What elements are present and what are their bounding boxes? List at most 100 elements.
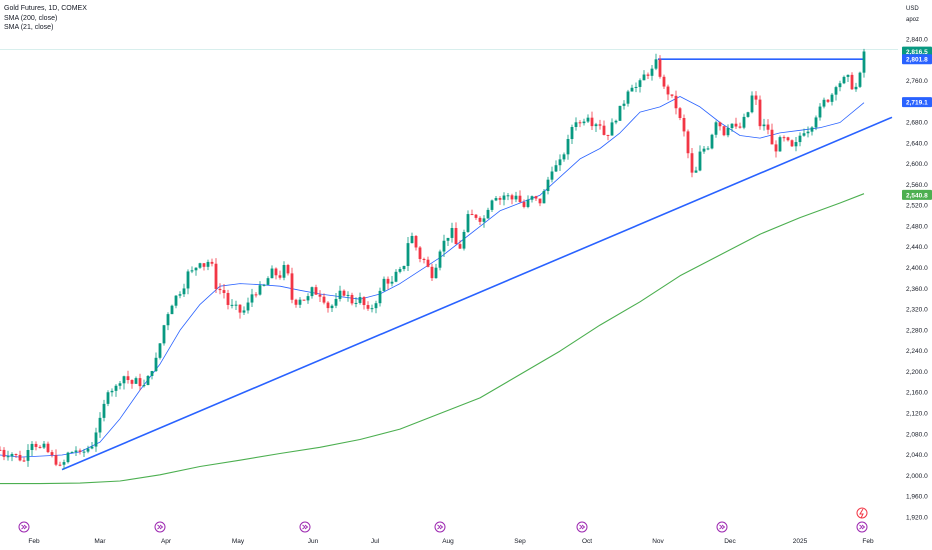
candle-body [822, 99, 826, 107]
dividend-arrow-icon [157, 524, 164, 530]
dividend-arrow-icon[interactable] [576, 521, 588, 533]
price-tick-label: 2,440.0 [906, 244, 928, 251]
candle-body [374, 303, 378, 309]
candle-body [58, 464, 62, 466]
candle-body [462, 231, 466, 249]
sma21-legend[interactable]: SMA (21, close) [4, 24, 54, 31]
trendline[interactable] [61, 58, 893, 471]
candle-body [618, 105, 622, 121]
candle-body [214, 263, 218, 289]
candle-body [474, 214, 478, 218]
price-tick-label: 2,640.0 [906, 140, 928, 147]
candle-body [562, 154, 566, 160]
time-tick-label: Mar [94, 538, 106, 545]
candle-body [130, 380, 134, 384]
currency-label[interactable]: USD [906, 6, 919, 12]
candle-body [66, 452, 70, 463]
candle-body [394, 271, 398, 282]
candle-body [430, 266, 434, 279]
lightning-icon[interactable] [856, 507, 868, 519]
dividend-arrow-icon[interactable] [856, 521, 868, 533]
candle-body [630, 87, 634, 92]
dividend-arrow-icon[interactable] [18, 521, 30, 533]
candle-body [114, 385, 118, 391]
candle-body [238, 304, 242, 313]
candle-body [662, 76, 666, 87]
candle-body [426, 259, 430, 267]
candle-body [370, 308, 374, 310]
candle-body [778, 137, 782, 152]
candle-body [818, 106, 822, 118]
candle-body [766, 124, 770, 130]
candle-body [150, 371, 154, 376]
candle-body [666, 86, 670, 95]
candle-body [330, 305, 334, 309]
candle-body [838, 83, 842, 88]
candle-body [54, 455, 58, 465]
time-tick-label: Apr [161, 538, 172, 545]
candle-body [350, 294, 354, 304]
time-tick-label: Jun [308, 538, 319, 545]
price-badge-label: 2,540.8 [906, 192, 928, 199]
candle-body [538, 198, 542, 204]
candle-body [382, 278, 386, 291]
candle-body [850, 74, 854, 90]
price-tick-label: 2,240.0 [906, 348, 928, 355]
candle-body [814, 117, 818, 128]
sma200-legend[interactable]: SMA (200, close) [4, 14, 58, 22]
event-icons[interactable] [18, 507, 868, 533]
candle-body [22, 460, 26, 462]
candle-body [546, 179, 550, 192]
price-badge [902, 46, 932, 57]
candle-body [134, 378, 138, 384]
candle-body [586, 117, 590, 122]
dividend-arrow-icon[interactable] [299, 521, 311, 533]
candle-body [534, 196, 538, 199]
candle-body [470, 214, 474, 216]
dividend-arrow-icon[interactable] [154, 521, 166, 533]
time-tick-label: Dec [724, 538, 736, 545]
candle-body [738, 126, 742, 128]
candle-body [722, 126, 726, 136]
candle-body [438, 251, 442, 268]
candle-body [622, 103, 626, 106]
candle-body [514, 195, 518, 200]
candle-body [318, 294, 322, 297]
candle-body [334, 298, 338, 306]
candle-body [806, 131, 810, 134]
candle-body [686, 131, 690, 154]
candle-body [82, 451, 86, 453]
candle-body [98, 417, 102, 433]
price-tick-label: 2,840.0 [906, 36, 928, 43]
candle-body [830, 94, 834, 102]
candle-body [858, 72, 862, 87]
symbol-title[interactable]: Gold Futures, 1D, COMEX [4, 5, 87, 12]
time-axis[interactable]: Feb Mar Apr May Jun Jul Aug Sep Oct Nov Dec 2025 Feb [28, 538, 874, 545]
candle-body [746, 112, 750, 117]
price-axis[interactable]: 1,920.0 1,960.0 2,000.0 2,040.0 2,080.0 2,120… [906, 36, 928, 521]
dividend-arrow-icon[interactable] [434, 521, 446, 533]
candle-body [762, 124, 766, 127]
price-badge-label: 2,801.8 [906, 57, 928, 64]
candle-body [598, 124, 602, 126]
candle-body [494, 198, 498, 201]
candle-body [178, 294, 182, 296]
candle-body [442, 240, 446, 252]
candle-body [30, 443, 34, 451]
candle-body [218, 288, 222, 291]
candle-body [670, 94, 674, 96]
price-tick-label: 2,520.0 [906, 203, 928, 210]
candle-body [198, 263, 202, 268]
price-tick-label: 2,480.0 [906, 223, 928, 230]
candle-body [290, 273, 294, 300]
candle-body [146, 375, 150, 386]
candle-body [730, 123, 734, 129]
price-tick-label: 2,760.0 [906, 78, 928, 85]
scale-mode-label[interactable]: apoz [906, 17, 920, 23]
dividend-arrow-icon [302, 524, 309, 530]
candle-body [298, 299, 302, 305]
candle-body [446, 237, 450, 241]
dividend-arrow-icon[interactable] [716, 521, 728, 533]
candle-body [486, 209, 490, 219]
